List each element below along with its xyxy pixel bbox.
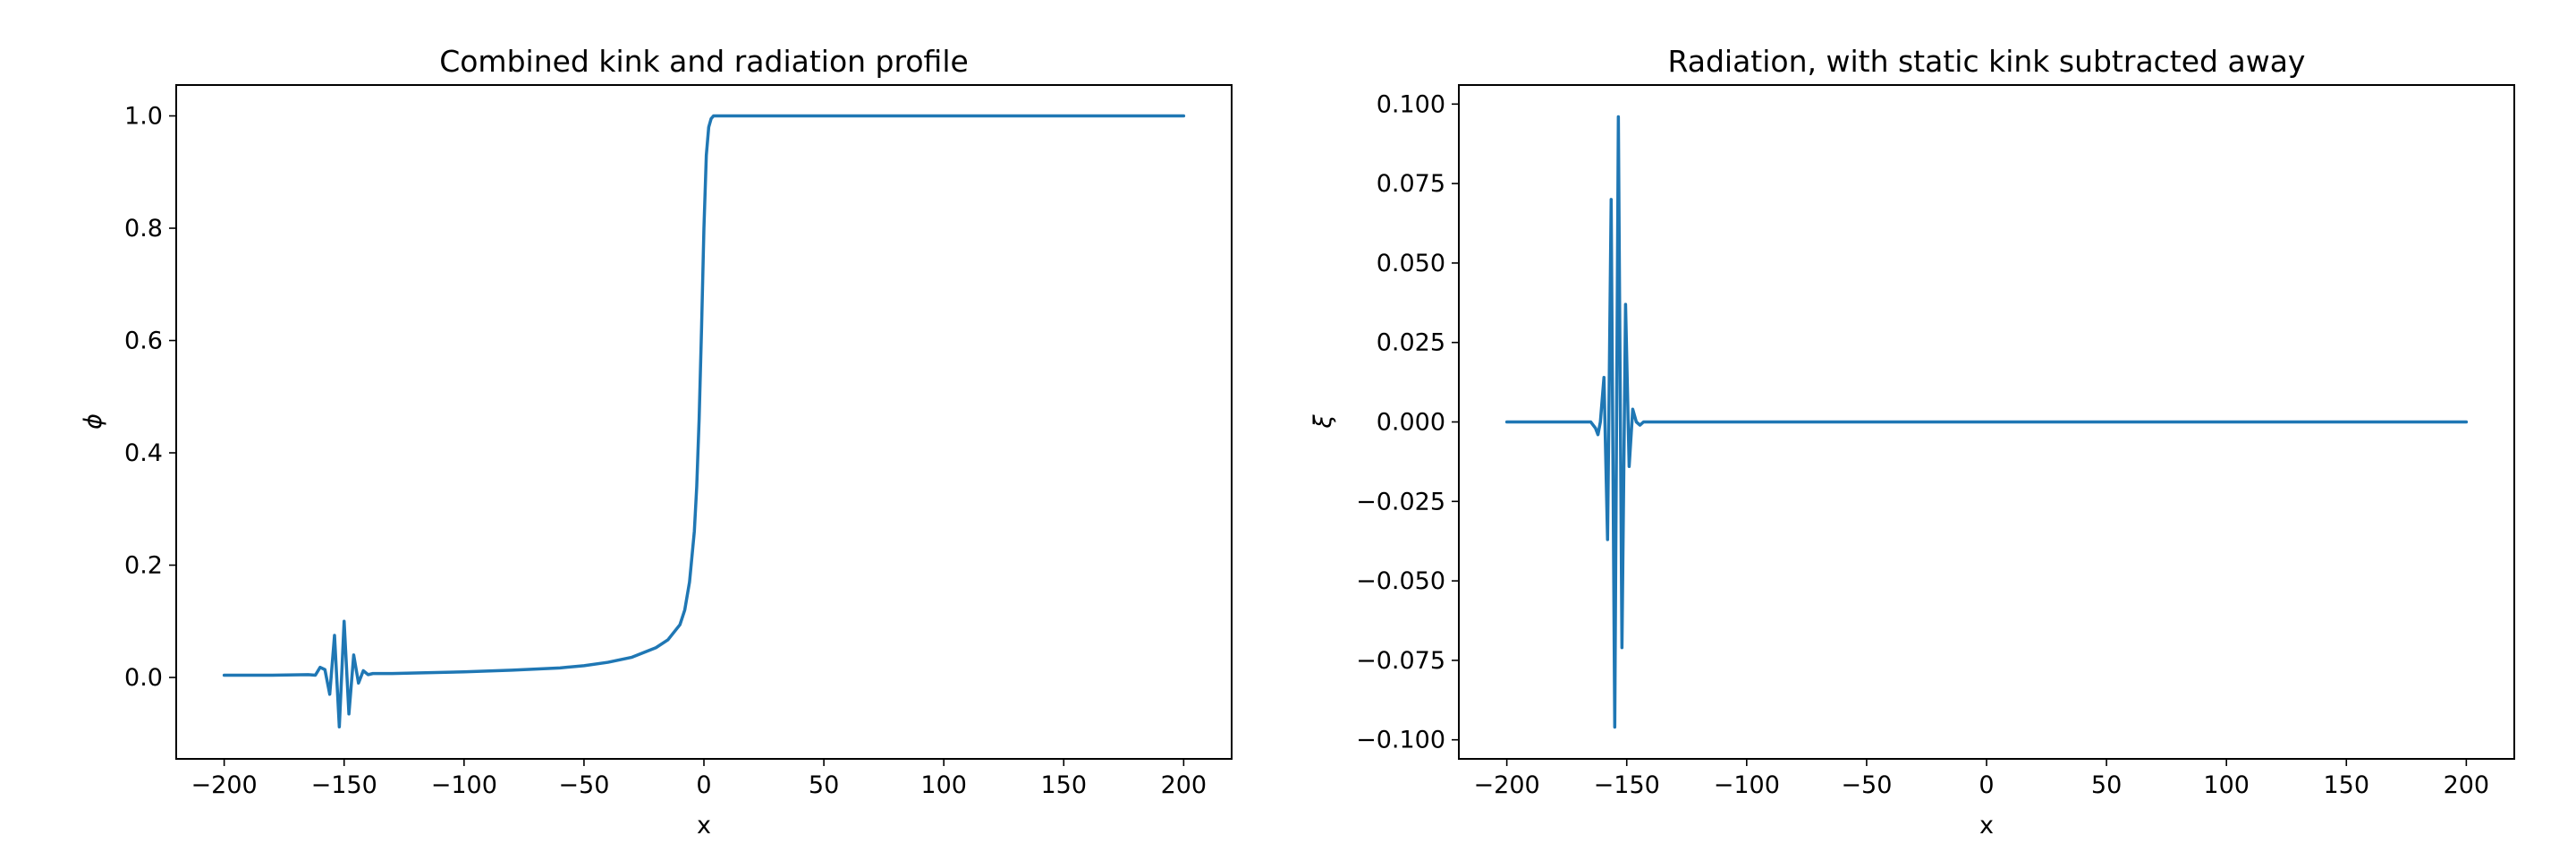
chart-left-y-tick-label: 0.6 <box>124 328 163 355</box>
chart-right-x-tick-label: −200 <box>1474 771 1540 799</box>
chart-left-y-tick-label: 0.0 <box>124 664 163 692</box>
chart-left-x-tick-label: 0 <box>696 771 711 799</box>
chart-right-x-tick-label: 200 <box>2444 771 2490 799</box>
chart-right-x-tick-label: −50 <box>1841 771 1892 799</box>
chart-left-x-tick-label: 200 <box>1161 771 1208 799</box>
chart-left-y-tick-label: 0.2 <box>124 552 163 580</box>
chart-right-x-tick-label: −100 <box>1714 771 1780 799</box>
chart-right-y-axis: −0.100 −0.075 −0.050 −0.025 0.000 0.025 0.050 0… <box>1356 90 1459 754</box>
chart-left-y-tick-label: 1.0 <box>124 103 163 131</box>
chart-left-y-tick-label: 0.8 <box>124 215 163 243</box>
chart-right-x-tick-label: 50 <box>2091 771 2122 799</box>
chart-right: Radiation, with static kink subtracted a… <box>1309 44 2515 839</box>
chart-left-x-tick-label: −150 <box>311 771 377 799</box>
chart-right-y-tick-label: 0.000 <box>1377 409 1445 437</box>
chart-right-x-tick-label: 100 <box>2203 771 2250 799</box>
chart-left: Combined kink and radiation profile −200… <box>80 44 1233 839</box>
chart-right-y-tick-label: 0.025 <box>1377 329 1445 357</box>
chart-right-y-tick-label: −0.100 <box>1356 727 1445 754</box>
chart-right-y-tick-label: 0.100 <box>1377 90 1445 118</box>
chart-left-x-tick-label: 50 <box>809 771 839 799</box>
chart-right-series-line <box>1504 115 2469 729</box>
chart-right-y-label: ξ <box>1309 414 1337 430</box>
chart-left-x-tick-label: −100 <box>431 771 497 799</box>
chart-right-y-tick-label: −0.075 <box>1356 647 1445 675</box>
chart-left-plot-area <box>222 114 1186 728</box>
chart-left-x-axis: −200 −150 −100 −50 0 50 100 150 200 <box>191 759 1208 799</box>
chart-right-frame <box>1458 84 2515 760</box>
chart-right-y-tick-label: 0.050 <box>1377 250 1445 277</box>
chart-left-y-label: ϕ <box>80 413 107 430</box>
chart-left-y-axis: 0.0 0.2 0.4 0.6 0.8 1.0 <box>124 103 176 692</box>
chart-left-frame <box>175 84 1233 760</box>
chart-right-x-tick-label: 0 <box>1979 771 1994 799</box>
chart-right-plot-area <box>1504 115 2469 729</box>
chart-right-title: Radiation, with static kink subtracted a… <box>1668 44 2306 79</box>
chart-right-x-label: x <box>1979 812 1994 839</box>
chart-left-title: Combined kink and radiation profile <box>439 44 969 79</box>
chart-right-y-tick-label: −0.025 <box>1356 488 1445 515</box>
chart-left-x-tick-label: 100 <box>920 771 967 799</box>
chart-right-x-axis: −200 −150 −100 −50 0 50 100 150 200 <box>1474 759 2490 799</box>
chart-left-y-tick-label: 0.4 <box>124 439 163 467</box>
chart-right-y-tick-label: −0.050 <box>1356 567 1445 595</box>
chart-right-x-tick-label: −150 <box>1594 771 1660 799</box>
chart-left-x-tick-label: −50 <box>558 771 609 799</box>
chart-left-x-tick-label: 150 <box>1040 771 1087 799</box>
chart-left-x-tick-label: −200 <box>191 771 258 799</box>
chart-left-series-line <box>222 114 1186 728</box>
chart-right-y-tick-label: 0.075 <box>1377 170 1445 198</box>
chart-right-x-tick-label: 150 <box>2323 771 2369 799</box>
chart-left-x-label: x <box>697 812 711 839</box>
